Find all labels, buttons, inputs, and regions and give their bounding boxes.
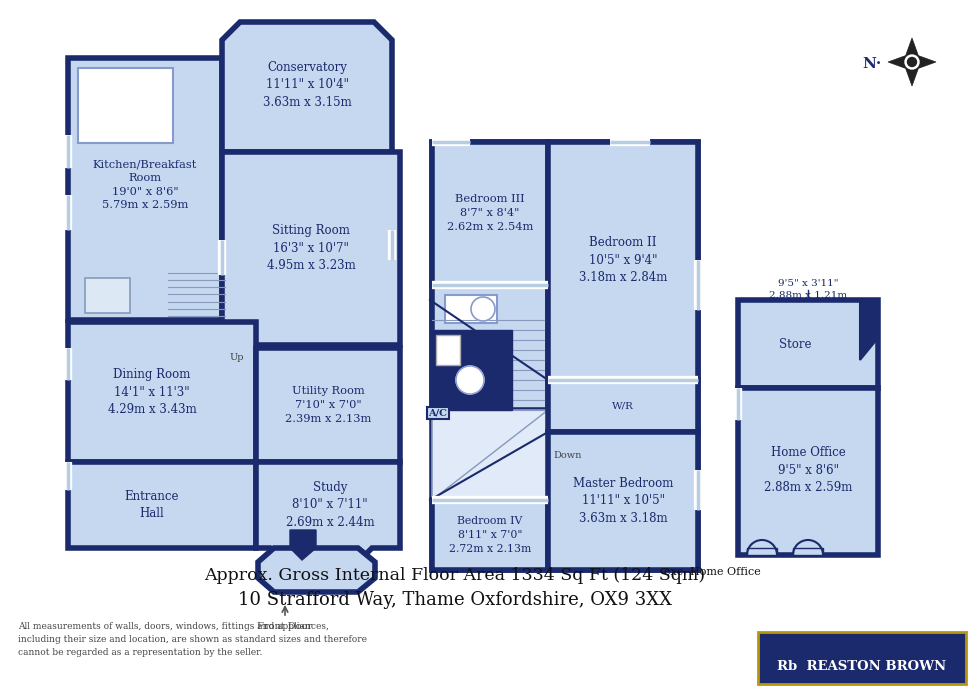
Text: 9'5" x 3'11": 9'5" x 3'11" bbox=[778, 278, 838, 287]
Bar bbox=[256, 348, 400, 462]
Polygon shape bbox=[860, 300, 878, 360]
Text: Dining Room
14'1" x 11'3"
4.29m x 3.43m: Dining Room 14'1" x 11'3" 4.29m x 3.43m bbox=[108, 368, 196, 416]
Polygon shape bbox=[222, 22, 392, 152]
Text: 2.88m x 1.21m: 2.88m x 1.21m bbox=[769, 291, 847, 300]
Bar bbox=[548, 380, 698, 432]
Bar bbox=[747, 548, 777, 555]
Text: Rb  REASTON BROWN: Rb REASTON BROWN bbox=[777, 660, 947, 673]
Text: All measurements of walls, doors, windows, fittings and appliances,
including th: All measurements of walls, doors, window… bbox=[18, 622, 367, 657]
Bar bbox=[85, 278, 130, 313]
Bar bbox=[793, 548, 823, 555]
Bar bbox=[738, 388, 878, 555]
Bar bbox=[432, 285, 548, 410]
Text: Kitchen/Breakfast
Room
19'0" x 8'6"
5.79m x 2.59m: Kitchen/Breakfast Room 19'0" x 8'6" 5.79… bbox=[93, 160, 197, 210]
Bar bbox=[222, 152, 400, 345]
Text: exc. Home Office: exc. Home Office bbox=[663, 567, 760, 577]
Text: W/R: W/R bbox=[612, 401, 634, 410]
Text: Up: Up bbox=[230, 354, 244, 363]
Text: Bedroom III
8'7" x 8'4"
2.62m x 2.54m: Bedroom III 8'7" x 8'4" 2.62m x 2.54m bbox=[447, 194, 533, 232]
Bar bbox=[548, 142, 698, 380]
Text: Front Door: Front Door bbox=[258, 622, 313, 631]
Bar bbox=[432, 142, 548, 285]
Bar bbox=[168, 330, 225, 387]
Text: Conservatory
11'11" x 10'4"
3.63m x 3.15m: Conservatory 11'11" x 10'4" 3.63m x 3.15… bbox=[263, 61, 352, 109]
Circle shape bbox=[907, 57, 916, 66]
Bar bbox=[548, 432, 698, 570]
Bar bbox=[432, 330, 512, 410]
Bar bbox=[432, 500, 548, 570]
Bar bbox=[68, 58, 222, 320]
Text: Entrance
Hall: Entrance Hall bbox=[124, 490, 179, 520]
Bar bbox=[445, 295, 497, 323]
Bar bbox=[78, 68, 173, 143]
Text: 10 Strafford Way, Thame Oxfordshire, OX9 3XX: 10 Strafford Way, Thame Oxfordshire, OX9… bbox=[238, 591, 672, 609]
Polygon shape bbox=[888, 38, 936, 86]
Circle shape bbox=[905, 55, 919, 69]
Bar bbox=[738, 300, 878, 388]
Text: Utility Room
7'10" x 7'0"
2.39m x 2.13m: Utility Room 7'10" x 7'0" 2.39m x 2.13m bbox=[285, 386, 371, 424]
Bar bbox=[68, 462, 256, 548]
Bar bbox=[432, 142, 698, 570]
Text: Down: Down bbox=[553, 450, 581, 459]
Text: Master Bedroom
11'11" x 10'5"
3.63m x 3.18m: Master Bedroom 11'11" x 10'5" 3.63m x 3.… bbox=[573, 477, 673, 525]
Circle shape bbox=[456, 366, 484, 394]
Text: Study
8'10" x 7'11"
2.69m x 2.44m: Study 8'10" x 7'11" 2.69m x 2.44m bbox=[286, 481, 374, 529]
Bar bbox=[68, 322, 256, 462]
Polygon shape bbox=[258, 548, 375, 592]
Bar bbox=[436, 335, 460, 365]
Text: Sitting Room
16'3" x 10'7"
4.95m x 3.23m: Sitting Room 16'3" x 10'7" 4.95m x 3.23m bbox=[267, 224, 356, 272]
Text: Store: Store bbox=[779, 338, 811, 351]
Text: Bedroom II
10'5" x 9'4"
3.18m x 2.84m: Bedroom II 10'5" x 9'4" 3.18m x 2.84m bbox=[579, 236, 667, 284]
Text: Bedroom IV
8'11" x 7'0"
2.72m x 2.13m: Bedroom IV 8'11" x 7'0" 2.72m x 2.13m bbox=[449, 516, 531, 554]
Text: N·: N· bbox=[862, 57, 882, 71]
Circle shape bbox=[471, 297, 495, 321]
Polygon shape bbox=[290, 530, 316, 560]
Polygon shape bbox=[256, 462, 400, 565]
Text: A/C: A/C bbox=[428, 408, 448, 417]
Text: Home Office
9'5" x 8'6"
2.88m x 2.59m: Home Office 9'5" x 8'6" 2.88m x 2.59m bbox=[763, 446, 853, 494]
Bar bbox=[432, 410, 548, 500]
Bar bbox=[758, 632, 966, 684]
Text: Approx. Gross Internal Floor Area 1334 Sq Ft (124 Sqm): Approx. Gross Internal Floor Area 1334 S… bbox=[205, 567, 706, 585]
